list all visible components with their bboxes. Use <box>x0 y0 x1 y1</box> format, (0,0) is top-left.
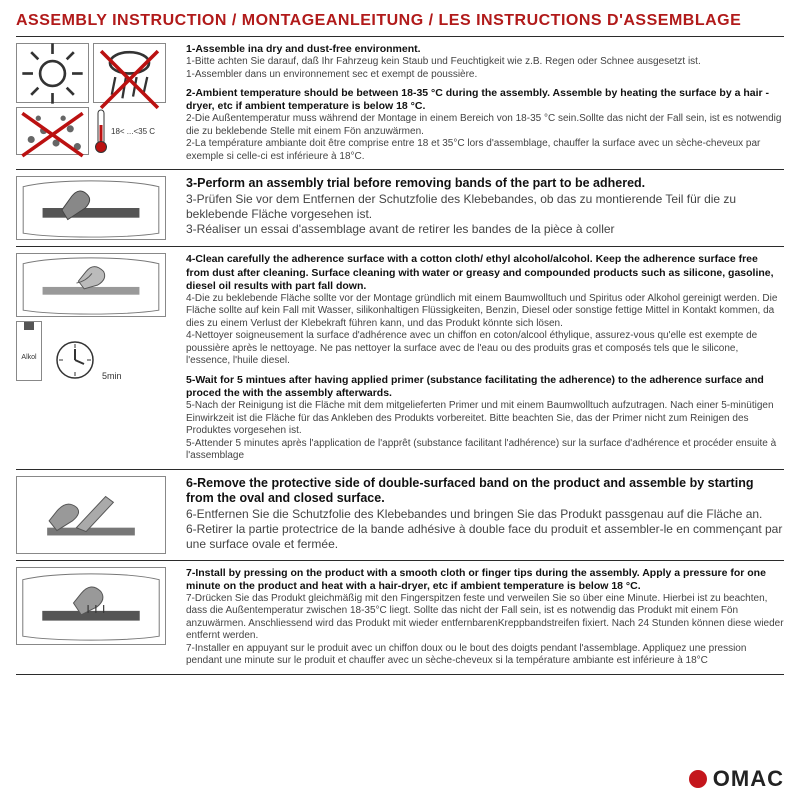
illustration-4 <box>16 476 176 554</box>
clean-surface-icon <box>17 254 165 316</box>
logo-text: OMAC <box>713 766 784 792</box>
step-row-1: 18< ...<35 C 1-Assemble ina dry and dust… <box>16 36 784 169</box>
step-6: 6-Remove the protective side of double-s… <box>186 476 784 552</box>
page-title: ASSEMBLY INSTRUCTION / MONTAGEANLEITUNG … <box>16 12 784 36</box>
step-1: 1-Assemble ina dry and dust-free environ… <box>186 43 784 81</box>
footer: OMAC <box>16 760 784 792</box>
step-text-4: 6-Remove the protective side of double-s… <box>186 476 784 554</box>
step-text-3: 4-Clean carefully the adherence surface … <box>186 253 784 462</box>
step-row-2: 3-Perform an assembly trial before remov… <box>16 169 784 246</box>
step-row-4: 6-Remove the protective side of double-s… <box>16 469 784 560</box>
step-5: 5-Wait for 5 mintues after having applie… <box>186 374 784 463</box>
temp-range-label: 18< ...<35 C <box>111 127 155 136</box>
timer-icon: 5min <box>54 339 122 381</box>
instruction-sheet: ASSEMBLY INSTRUCTION / MONTAGEANLEITUNG … <box>0 0 800 800</box>
illustration-5 <box>16 567 176 668</box>
illustration-3: Alkol 5min <box>16 253 176 462</box>
alcohol-bottle-icon: Alkol <box>16 321 42 381</box>
brand-logo: OMAC <box>689 766 784 792</box>
step-text-5: 7-Install by pressing on the product wit… <box>186 567 784 668</box>
press-install-icon <box>17 568 165 644</box>
step-text-1: 1-Assemble ina dry and dust-free environ… <box>186 43 784 163</box>
step-row-5: 7-Install by pressing on the product wit… <box>16 560 784 675</box>
trial-fit-icon <box>17 177 165 239</box>
logo-dot-icon <box>689 770 707 788</box>
step-3: 3-Perform an assembly trial before remov… <box>186 176 784 237</box>
illustration-1: 18< ...<35 C <box>16 43 176 163</box>
step-2: 2-Ambient temperature should be between … <box>186 87 784 163</box>
peel-tape-icon <box>17 477 165 553</box>
step-row-3: Alkol 5min 4-Clean carefully the adheren… <box>16 246 784 468</box>
step-text-2: 3-Perform an assembly trial before remov… <box>186 176 784 240</box>
illustration-2 <box>16 176 176 240</box>
step-7: 7-Install by pressing on the product wit… <box>186 567 784 668</box>
step-4: 4-Clean carefully the adherence surface … <box>186 253 784 367</box>
sun-icon <box>17 38 88 109</box>
